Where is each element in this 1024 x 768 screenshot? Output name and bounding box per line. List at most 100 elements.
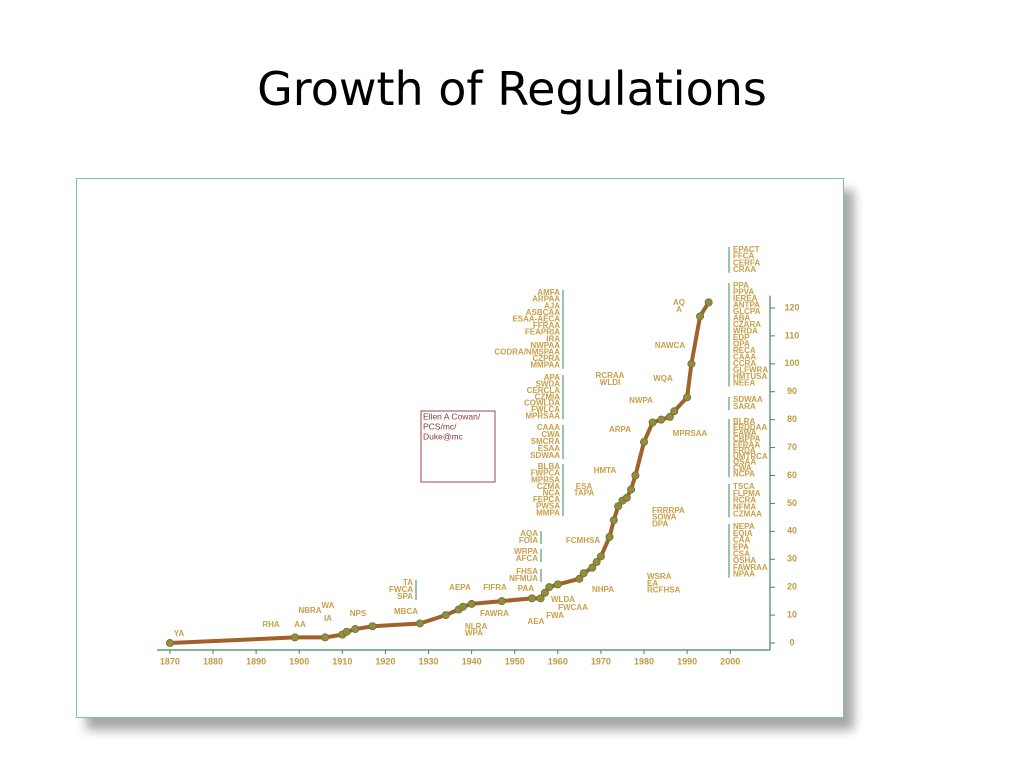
regulation-label: RCFHSA <box>647 586 681 595</box>
regulation-label: FFCA <box>733 252 755 261</box>
data-point <box>497 597 506 606</box>
regulation-label: FWCAA <box>558 603 588 612</box>
data-point <box>640 437 649 446</box>
regulation-label: PPVA <box>733 288 754 297</box>
data-point <box>467 599 476 608</box>
data-point <box>687 359 696 368</box>
y-tick-label: 120 <box>784 302 799 312</box>
regulation-label: IEREA <box>733 294 758 303</box>
regulation-label: ABA <box>733 314 751 323</box>
regulation-label: ARPA <box>609 425 631 434</box>
regulation-label: ESAA <box>538 444 560 453</box>
y-tick-label: 100 <box>784 358 799 368</box>
chart-frame <box>76 178 844 718</box>
regulation-label: CAA <box>733 536 751 545</box>
regulation-label: CERFA <box>733 258 760 267</box>
x-tick-label: 1950 <box>505 656 525 666</box>
regulation-label: RCRA <box>733 496 756 505</box>
regulation-label: NEPA <box>733 522 755 531</box>
regulation-label: EDP <box>733 333 750 342</box>
y-tick-label: 10 <box>787 609 797 619</box>
regulation-label: CODRA/NMSPAA <box>494 348 560 357</box>
data-point <box>536 594 545 603</box>
regulation-label: MMPA <box>536 508 560 517</box>
regulation-label: OPA <box>733 340 750 349</box>
regulation-label: WQA <box>653 374 673 383</box>
data-point <box>657 415 666 424</box>
watermark-text: PCS/mc/ <box>423 421 457 431</box>
data-point <box>696 312 705 321</box>
y-tick-label: 80 <box>787 414 797 424</box>
regulation-label: FWCA <box>389 585 413 594</box>
regulation-label: WRDA <box>733 327 758 336</box>
regulation-label: UMTRCA <box>733 452 768 461</box>
regulation-label: CWA <box>733 464 752 473</box>
y-tick-label: 110 <box>785 330 800 340</box>
regulation-label: FAWRAA <box>733 563 768 572</box>
regulation-label: TA <box>403 578 413 587</box>
x-tick-label: 1970 <box>591 656 611 666</box>
x-tick-label: 1940 <box>462 656 482 666</box>
regulation-label: CZPRA <box>532 354 560 363</box>
regulation-label: NFMA <box>733 503 756 512</box>
regulation-label: NCPA <box>733 469 755 478</box>
data-point <box>321 633 330 642</box>
watermark-box <box>420 410 496 483</box>
x-tick-label: 1870 <box>160 656 180 666</box>
data-point <box>342 627 351 636</box>
regulation-label: WPA <box>465 629 483 638</box>
regulation-label: ANTPA <box>733 301 760 310</box>
data-point <box>415 619 424 628</box>
regulation-label: NPAA <box>733 570 755 579</box>
regulation-label: FFRAA <box>733 440 760 449</box>
regulation-label: PPA <box>733 281 749 290</box>
regulation-label: ESA <box>576 482 593 491</box>
regulation-label: AMFA <box>537 288 560 297</box>
regulation-label: NLRA <box>465 622 487 631</box>
regulation-label: EQIA <box>733 529 753 538</box>
data-point <box>368 622 377 631</box>
x-tick-label: 2000 <box>720 656 740 666</box>
data-point <box>540 588 549 597</box>
regulation-label: ERDA <box>733 446 756 455</box>
x-tick-label: 1920 <box>375 656 395 666</box>
regulation-label: WRPA <box>514 547 538 556</box>
regulation-label: HMTUSA <box>733 372 767 381</box>
regulation-label: AFCA <box>516 554 538 563</box>
regulation-label: WLDI <box>600 378 620 387</box>
regulation-label: GLCPA <box>733 307 761 316</box>
regulation-label: APA <box>544 373 561 382</box>
regulation-label: CZARA <box>733 320 761 329</box>
regulation-label: SOWA <box>652 513 677 522</box>
regulation-label: NEEA <box>733 379 755 388</box>
regulation-label: ESAA-AECA <box>512 315 560 324</box>
regulation-label: BLRA <box>733 417 755 426</box>
x-tick-label: 1990 <box>677 656 697 666</box>
regulation-label: EAWA <box>733 429 757 438</box>
regulation-label: FEAPRIA <box>525 328 560 337</box>
regulation-label: BLBA <box>538 462 560 471</box>
x-tick-label: 1880 <box>203 656 223 666</box>
x-tick-label: 1980 <box>634 656 654 666</box>
regulation-label: RCRAA <box>596 371 625 380</box>
regulation-label: CRAA <box>733 265 756 274</box>
regulation-label: FCMHSA <box>566 536 600 545</box>
regulation-label: FLPMA <box>733 489 761 498</box>
regulation-label: MBCA <box>394 607 418 616</box>
regulation-label: MPRSA <box>531 475 560 484</box>
regulation-label: IRA <box>546 334 560 343</box>
data-point <box>553 580 562 589</box>
regulation-label: SPA <box>397 592 413 601</box>
regulation-label: AQA <box>520 529 538 538</box>
regulation-label: AJA <box>544 301 560 310</box>
regulation-label: NWPAA <box>530 341 560 350</box>
data-point <box>648 418 657 427</box>
data-point <box>527 594 536 603</box>
regulation-label: SDWAA <box>530 451 560 460</box>
data-point <box>683 393 692 402</box>
regulation-label: CAAA <box>733 353 756 362</box>
regulation-label: ARPAA <box>532 295 560 304</box>
regulation-label: AEPA <box>449 583 471 592</box>
regulation-label: CZMA <box>537 482 560 491</box>
